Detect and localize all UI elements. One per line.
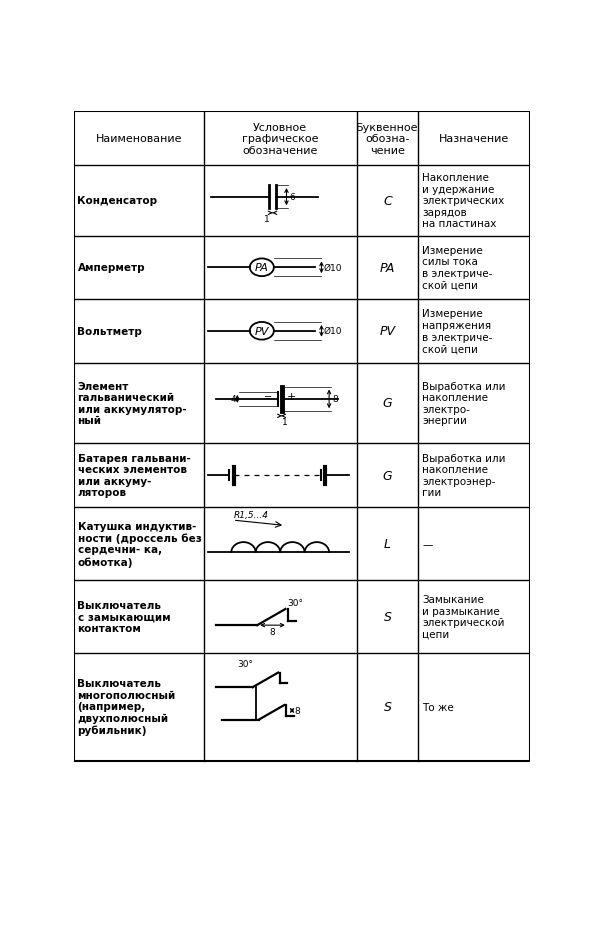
Text: PA: PA bbox=[255, 263, 269, 273]
Text: =: = bbox=[264, 393, 272, 402]
Text: Выключатель
с замыкающим
контактом: Выключатель с замыкающим контактом bbox=[78, 600, 170, 634]
Text: 1: 1 bbox=[263, 214, 269, 224]
Text: Замыкание
и размыкание
электрической
цепи: Замыкание и размыкание электрической цеп… bbox=[422, 594, 505, 639]
Text: —: — bbox=[422, 539, 432, 549]
Text: Конденсатор: Конденсатор bbox=[78, 196, 158, 206]
Text: S: S bbox=[383, 610, 391, 623]
Text: G: G bbox=[383, 469, 392, 482]
Text: Наименование: Наименование bbox=[95, 134, 182, 144]
Text: +: + bbox=[286, 391, 296, 402]
Text: S: S bbox=[383, 700, 391, 713]
Text: 8: 8 bbox=[332, 395, 338, 404]
Text: 4: 4 bbox=[231, 395, 236, 404]
Text: 1: 1 bbox=[282, 417, 287, 426]
Text: Катушка индуктив-
ности (дроссель без
сердечни- ка,
обмотка): Катушка индуктив- ности (дроссель без се… bbox=[78, 521, 201, 567]
Text: L: L bbox=[384, 537, 391, 550]
Text: C: C bbox=[383, 195, 392, 208]
Text: Выработка или
накопление
электроэнер-
гии: Выработка или накопление электроэнер- ги… bbox=[422, 453, 505, 498]
Text: Измерение
силы тока
в электриче-
ской цепи: Измерение силы тока в электриче- ской це… bbox=[422, 245, 492, 290]
Text: PA: PA bbox=[380, 261, 395, 274]
Text: То же: То же bbox=[422, 702, 454, 712]
Text: 8: 8 bbox=[294, 706, 300, 715]
Text: Элемент
гальванический
или аккумулятор-
ный: Элемент гальванический или аккумулятор- … bbox=[78, 381, 186, 426]
Text: G: G bbox=[383, 397, 392, 410]
Text: Ø10: Ø10 bbox=[324, 264, 342, 272]
Text: Условное
графическое
обозначение: Условное графическое обозначение bbox=[242, 123, 319, 155]
Text: Вольтметр: Вольтметр bbox=[78, 327, 143, 336]
Text: 6: 6 bbox=[290, 193, 295, 202]
Text: Накопление
и удержание
электрических
зарядов
на пластинах: Накопление и удержание электрических зар… bbox=[422, 173, 504, 229]
Text: 8: 8 bbox=[270, 627, 276, 636]
Text: Выключатель
многополюсный
(например,
двухполюсный
рубильник): Выключатель многополюсный (например, дву… bbox=[78, 679, 176, 736]
Bar bbox=[74, 112, 530, 761]
Text: Измерение
напряжения
в электриче-
ской цепи: Измерение напряжения в электриче- ской ц… bbox=[422, 309, 492, 354]
Text: Буквенное
обозна-
чение: Буквенное обозна- чение bbox=[356, 123, 419, 155]
Text: Выработка или
накопление
электро-
энергии: Выработка или накопление электро- энерги… bbox=[422, 381, 505, 426]
Text: 30°: 30° bbox=[237, 659, 253, 668]
Text: R1,5...4: R1,5...4 bbox=[234, 511, 269, 519]
Text: 30°: 30° bbox=[287, 598, 303, 607]
Text: PV: PV bbox=[254, 327, 269, 336]
Text: Батарея гальвани-
ческих элементов
или аккуму-
ляторов: Батарея гальвани- ческих элементов или а… bbox=[78, 453, 190, 498]
Text: PV: PV bbox=[379, 325, 395, 338]
Text: Назначение: Назначение bbox=[439, 134, 509, 144]
Text: Ø10: Ø10 bbox=[324, 327, 342, 336]
Text: Амперметр: Амперметр bbox=[78, 263, 145, 273]
